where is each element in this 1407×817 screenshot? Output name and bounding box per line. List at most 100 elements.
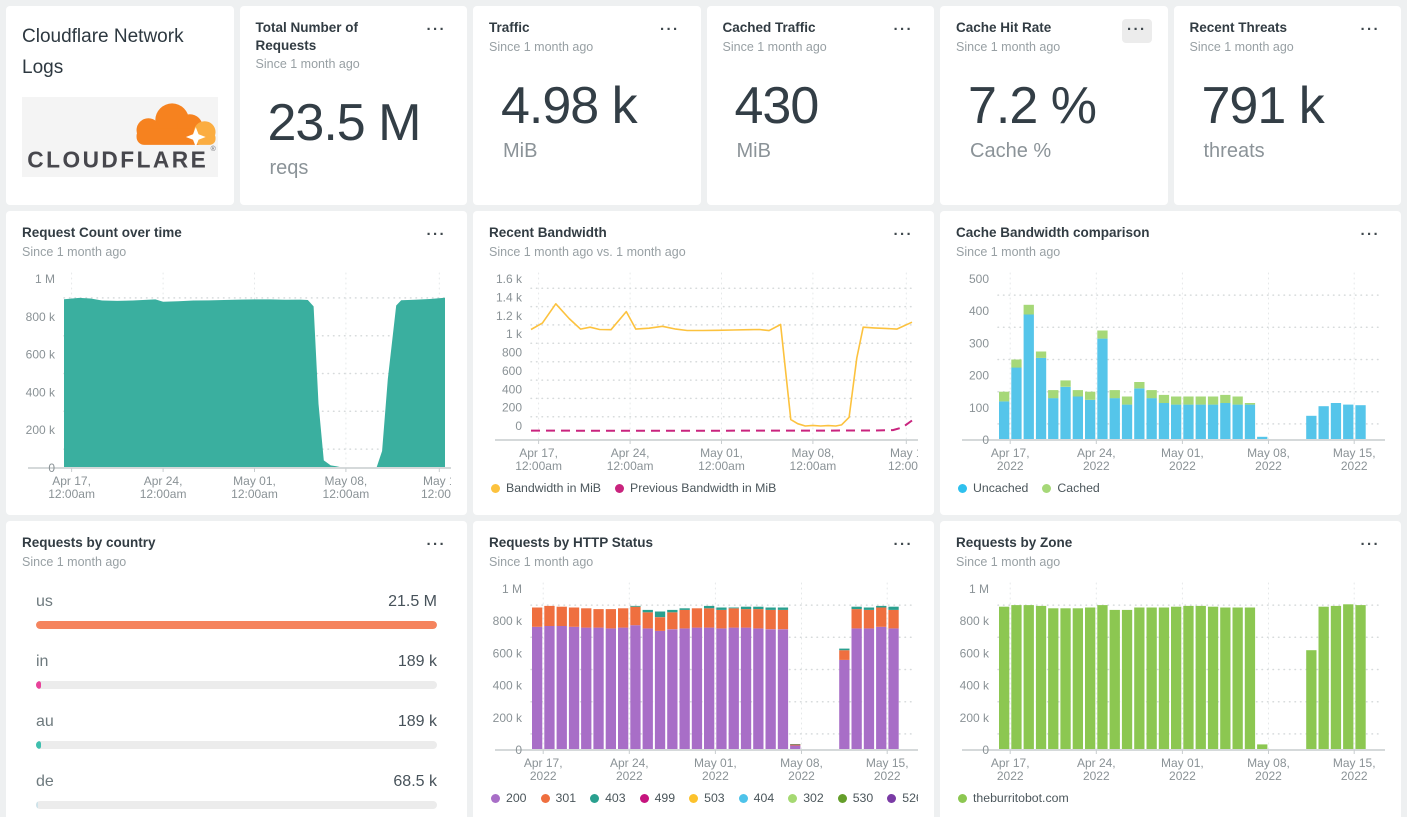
requests-by-zone-bar bbox=[1060, 607, 1071, 750]
panel-traffic: Traffic Since 1 month ago ··· 4.98 k MiB bbox=[473, 6, 701, 205]
cache-bandwidth-bar bbox=[1011, 359, 1022, 368]
cache-bandwidth-bar bbox=[1121, 404, 1133, 440]
requests-by-http-status-bar bbox=[581, 607, 592, 628]
country-label: us bbox=[36, 592, 53, 610]
stat-value: 23.5 M bbox=[267, 94, 422, 153]
panel-title: Cached Traffic bbox=[722, 20, 816, 35]
svg-text:0: 0 bbox=[982, 433, 989, 447]
cache-bandwidth-bar bbox=[1207, 404, 1219, 440]
requests-by-http-status-bar bbox=[605, 608, 616, 628]
requests-by-http-status-bar bbox=[654, 616, 666, 631]
panel-menu-button[interactable]: ··· bbox=[1122, 19, 1152, 43]
svg-text:500: 500 bbox=[969, 272, 989, 286]
legend-item-200[interactable]: 200 bbox=[491, 791, 527, 805]
cache-bandwidth-bar bbox=[1134, 388, 1145, 440]
legend-item-526[interactable]: 526 bbox=[887, 791, 918, 805]
legend-item-Cached[interactable]: Cached bbox=[1042, 481, 1100, 495]
cache-bandwidth-bar bbox=[1048, 397, 1059, 440]
cache-bandwidth-bar bbox=[1158, 394, 1170, 403]
svg-text:0: 0 bbox=[982, 743, 989, 757]
legend-item-Bandwidth in MiB[interactable]: Bandwidth in MiB bbox=[491, 481, 601, 495]
cache-bandwidth-bar bbox=[1011, 367, 1022, 440]
legend-item-499[interactable]: 499 bbox=[639, 791, 675, 805]
requests-by-zone-bar bbox=[1023, 604, 1034, 750]
panel-requests-by-http-status: Requests by HTTP Status Since 1 month ag… bbox=[473, 521, 934, 817]
svg-text:400: 400 bbox=[502, 382, 522, 396]
requests-by-zone-bar bbox=[1171, 606, 1182, 750]
requests-by-http-status-bar bbox=[851, 608, 862, 628]
panel-menu-button[interactable]: ··· bbox=[893, 536, 913, 553]
legend-label: 200 bbox=[506, 791, 527, 805]
svg-text:300: 300 bbox=[969, 336, 989, 350]
cache-bandwidth-bar bbox=[1035, 357, 1047, 440]
requests-by-zone-bar bbox=[1146, 607, 1157, 750]
legend-item-503[interactable]: 503 bbox=[689, 791, 725, 805]
svg-text:0: 0 bbox=[515, 419, 522, 433]
svg-text:Apr 24,2022: Apr 24, 2022 bbox=[610, 756, 649, 783]
stat-unit: Cache % bbox=[970, 139, 1052, 162]
panel-menu-button[interactable]: ··· bbox=[893, 226, 913, 243]
panel-menu-button[interactable]: ··· bbox=[426, 21, 446, 38]
legend-item-theburritobot.com[interactable]: theburritobot.com bbox=[958, 791, 1069, 805]
requests-by-zone-legend: theburritobot.com bbox=[956, 784, 1385, 812]
panel-menu-button[interactable]: ··· bbox=[426, 536, 446, 553]
panel-menu-button[interactable]: ··· bbox=[426, 226, 446, 243]
cloudflare-logo-image: CLOUDFLARE ® bbox=[27, 103, 216, 172]
legend-dot bbox=[958, 793, 967, 803]
panel-subtitle: Since 1 month ago bbox=[1189, 39, 1294, 54]
cache-bandwidth-bar bbox=[1109, 397, 1120, 440]
svg-text:800 k: 800 k bbox=[960, 614, 990, 628]
requests-by-http-status-bar bbox=[876, 626, 887, 750]
cache-bandwidth-bar bbox=[1355, 404, 1366, 440]
legend-label: Bandwidth in MiB bbox=[506, 481, 602, 495]
panel-requests-by-zone: Requests by Zone Since 1 month ago ··· 0… bbox=[940, 521, 1401, 817]
panel-menu-button[interactable]: ··· bbox=[1360, 21, 1380, 38]
panel-title: Total Number of Requests bbox=[255, 20, 359, 53]
legend-label: 301 bbox=[555, 791, 577, 805]
panel-menu-button[interactable]: ··· bbox=[660, 21, 680, 38]
legend-item-Previous Bandwidth in MiB[interactable]: Previous Bandwidth in MiB bbox=[615, 481, 776, 495]
svg-text:Apr 17,2022: Apr 17, 2022 bbox=[991, 446, 1030, 473]
legend-item-530[interactable]: 530 bbox=[837, 791, 873, 805]
panel-subtitle: Since 1 month ago vs. 1 month ago bbox=[489, 244, 686, 259]
requests-by-http-status-bar bbox=[851, 606, 862, 609]
panel-menu-button[interactable]: ··· bbox=[893, 21, 913, 38]
cache-bandwidth-bar bbox=[1035, 351, 1047, 358]
legend-label: 404 bbox=[753, 791, 775, 805]
requests-by-country-chart: us 21.5 M in 189 k au 189 k de 68.5 k bbox=[22, 573, 451, 812]
legend-item-301[interactable]: 301 bbox=[540, 791, 577, 805]
svg-text:1.6 k: 1.6 k bbox=[496, 272, 523, 286]
requests-by-http-status-bar bbox=[667, 611, 678, 629]
legend-item-Uncached[interactable]: Uncached bbox=[958, 481, 1028, 495]
cache-bandwidth-bar bbox=[1232, 396, 1243, 405]
panel-title: Recent Bandwidth bbox=[489, 225, 607, 240]
panel-menu-button[interactable]: ··· bbox=[1360, 536, 1380, 553]
cache-bandwidth-bar bbox=[1158, 402, 1170, 440]
svg-text:1 M: 1 M bbox=[969, 582, 989, 596]
cloudflare-logo-mark: ® bbox=[211, 145, 216, 153]
cloudflare-logo: CLOUDFLARE ® bbox=[22, 96, 218, 177]
requests-by-http-status-bar bbox=[556, 606, 567, 626]
country-bar-track bbox=[36, 800, 437, 809]
legend-item-404[interactable]: 404 bbox=[738, 791, 775, 805]
cache-bandwidth-bar bbox=[1048, 389, 1059, 398]
cache-bandwidth-bar bbox=[1318, 405, 1329, 440]
panel-title: Request Count over time bbox=[22, 225, 182, 240]
svg-text:1 M: 1 M bbox=[502, 582, 522, 596]
requests-by-http-status-bar bbox=[568, 626, 580, 750]
stat-value: 4.98 k bbox=[501, 76, 638, 135]
requests-by-http-status-bar bbox=[777, 607, 789, 610]
cache-bandwidth-bar bbox=[1146, 389, 1157, 398]
legend-item-302[interactable]: 302 bbox=[788, 791, 824, 805]
svg-text:400: 400 bbox=[969, 304, 989, 318]
svg-text:May 15,2022: May 15, 2022 bbox=[1333, 756, 1376, 783]
panel-menu-button[interactable]: ··· bbox=[1360, 226, 1380, 243]
legend-label: 403 bbox=[605, 791, 626, 805]
requests-by-http-status-bar bbox=[581, 627, 592, 750]
requests-by-http-status-bar bbox=[863, 607, 875, 610]
country-bar-track bbox=[36, 680, 437, 689]
legend-item-403[interactable]: 403 bbox=[590, 791, 626, 805]
svg-text:May 01,2022: May 01, 2022 bbox=[1161, 446, 1204, 473]
cache-bandwidth-bar bbox=[1306, 415, 1317, 440]
svg-text:200 k: 200 k bbox=[493, 710, 523, 724]
